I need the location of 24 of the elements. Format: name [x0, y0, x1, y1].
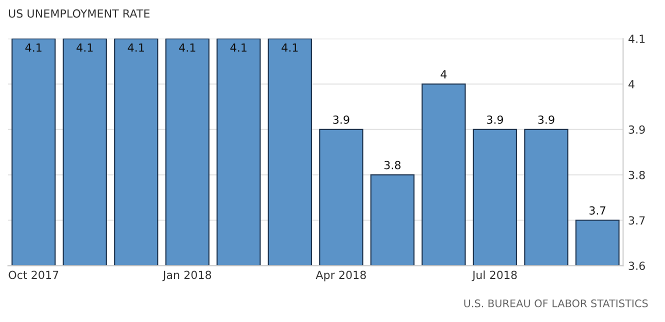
x-tick-label: Jul 2018 [472, 270, 517, 282]
chart-title: US UNEMPLOYMENT RATE [8, 9, 150, 18]
y-tick-label: 3.7 [628, 216, 645, 225]
data-label: 3.9 [538, 115, 554, 124]
data-label: 3.9 [333, 115, 350, 124]
data-label: 3.9 [486, 115, 504, 124]
y-tick-label: 4.1 [628, 34, 645, 43]
x-tick-label: Oct 2017 [8, 270, 58, 280]
data-label: 4.1 [179, 44, 196, 52]
data-label: 3.7 [589, 206, 606, 215]
y-tick-label: 4 [628, 80, 634, 88]
y-tick-label: 3.6 [628, 262, 645, 270]
text: U.S. BUREAU OF LABOR STATISTICS [464, 299, 648, 308]
data-label: 4.1 [282, 44, 298, 52]
x-tick-label: Jan 2018 [162, 270, 212, 282]
data-label: 4.1 [230, 44, 246, 52]
x-tick-label: Apr 2018 [316, 270, 366, 282]
data-label: 4.1 [76, 44, 93, 52]
y-tick-label: 3.9 [628, 125, 645, 134]
data-label: 4 [440, 70, 447, 78]
y-tick-label: 3.8 [628, 170, 645, 180]
data-label: 3.8 [384, 160, 401, 170]
data-label: 4.1 [25, 44, 42, 52]
data-label: 4.1 [128, 44, 144, 52]
